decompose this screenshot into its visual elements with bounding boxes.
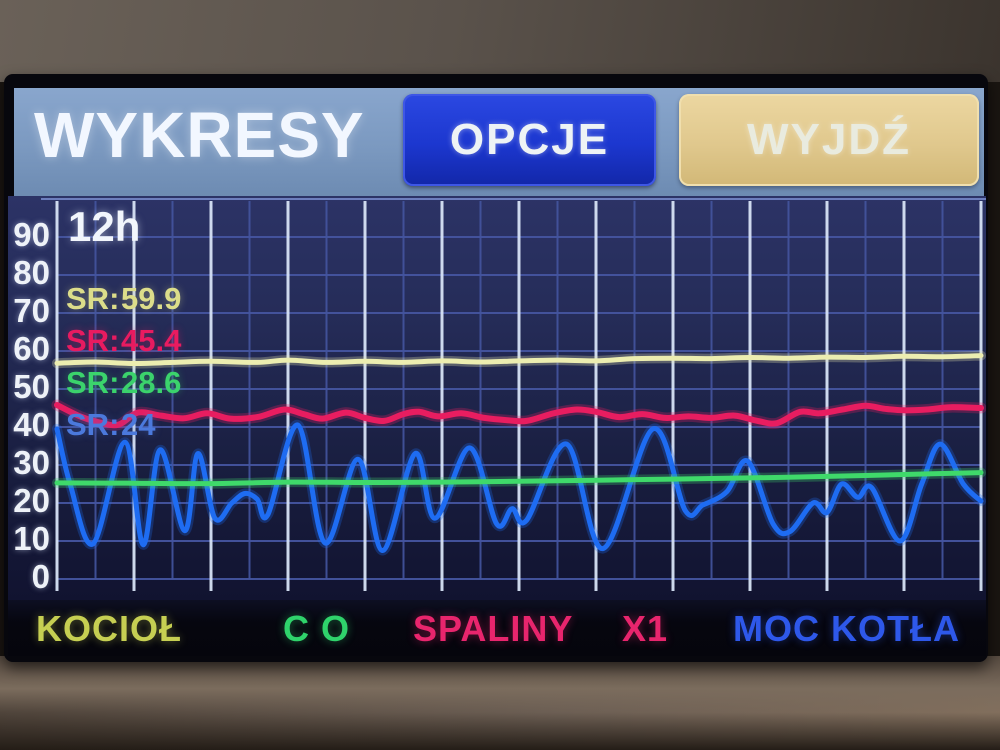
legend-bar: KOCIOŁ C O SPALINY X1 MOC KOTŁA [8,600,986,656]
average-label: SR: [66,365,120,400]
y-axis-label: 90 [13,216,50,253]
y-axis-label: 60 [13,330,50,367]
y-axis-label: 20 [13,482,50,519]
y-axis-label: 40 [13,406,50,443]
series-c-o [54,470,984,487]
average-label: SR: [66,323,120,358]
series-spaliny [54,402,984,429]
legend-item-moc-kot-a: MOC KOTŁA [733,608,960,649]
average-label: SR: [66,407,120,442]
y-axis-label: 30 [13,444,50,481]
series-kocio- [54,353,984,367]
legend-item-c-o: C O [283,608,351,649]
y-axis-label: 70 [13,292,50,329]
y-axis-label: 80 [13,254,50,291]
series-moc-kot-a [54,422,984,554]
average-label: SR: [66,281,120,316]
average-value: 24 [121,407,156,442]
average-value: 45.4 [121,323,182,358]
table-surface-bottom [0,656,1000,750]
average-value: 59.9 [121,281,182,316]
legend-item-x1: X1 [622,608,669,649]
trend-chart [8,196,986,600]
options-button[interactable]: OPCJE [403,94,656,186]
time-range-label: 12h [68,203,141,250]
legend-item-kocio-: KOCIOŁ [36,608,182,649]
average-value: 28.6 [121,365,182,400]
trend-chart-svg [41,198,986,591]
exit-button[interactable]: WYJDŹ [679,94,979,186]
screen-title: WYKRESY [34,99,365,171]
y-axis-label: 50 [13,368,50,405]
y-axis-label: 10 [13,520,50,557]
legend-item-spaliny: SPALINY [413,608,574,649]
y-axis-label: 0 [31,558,50,595]
table-surface-top [0,0,1000,82]
